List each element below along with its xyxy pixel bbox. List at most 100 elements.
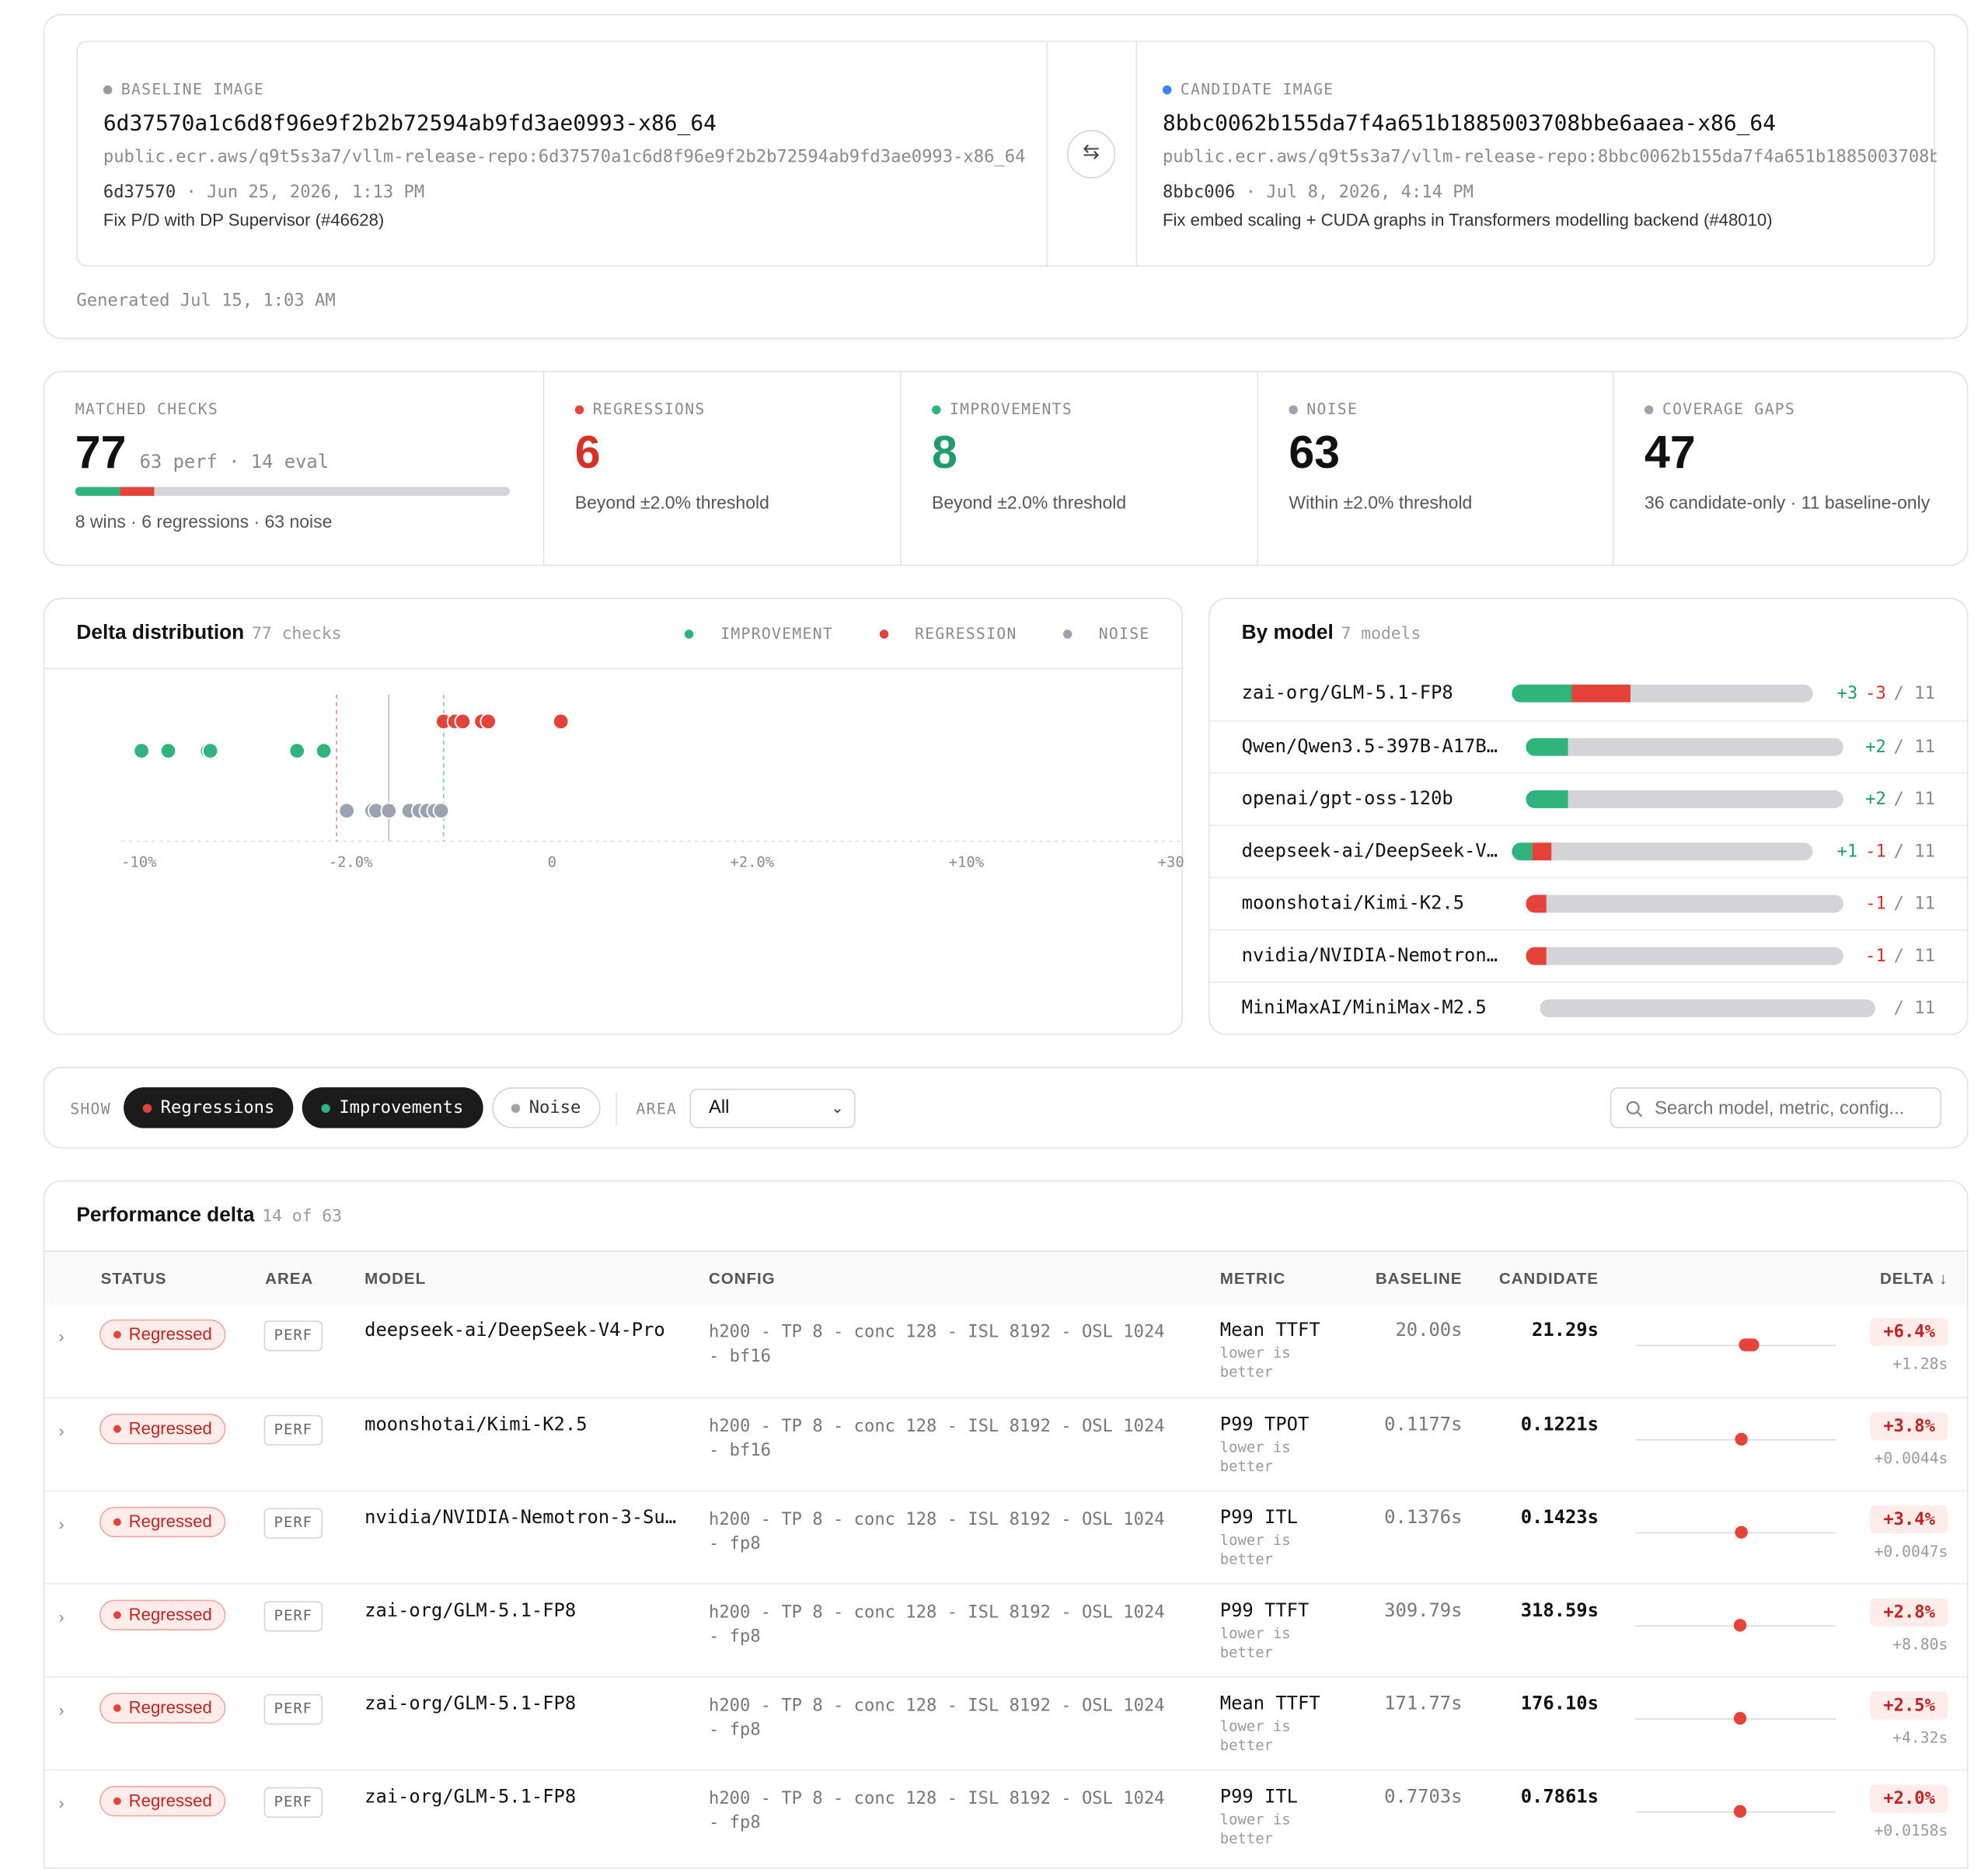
col-candidate[interactable]: CANDIDATE xyxy=(1498,1269,1599,1288)
delta-count: 77 checks xyxy=(252,624,342,644)
model-wins-count: +3 xyxy=(1836,683,1858,704)
search-box[interactable] xyxy=(1610,1087,1942,1128)
candidate-hash[interactable]: 8bbc0062b155da7f4a651b1885003708bbe6aaea… xyxy=(1162,110,1777,137)
progress-wins xyxy=(75,486,120,497)
row-metric: Mean TTFT lower is better xyxy=(1220,1694,1320,1756)
chevron-right-icon[interactable]: › xyxy=(58,1700,65,1720)
area-badge: PERF xyxy=(263,1414,323,1446)
model-counts: -1 / 11 xyxy=(1857,946,1935,966)
candidate-repo[interactable]: public.ecr.aws/q9t5s3a7/vllm-release-rep… xyxy=(1162,146,1937,167)
col-model[interactable]: MODEL xyxy=(364,1269,427,1288)
col-status[interactable]: STATUS xyxy=(100,1269,167,1288)
model-row[interactable]: zai-org/GLM-5.1-FP8 +3 -3 / 11 xyxy=(1210,668,1967,720)
row-delta-percent: +2.0% xyxy=(1870,1784,1948,1813)
baseline-short-sha[interactable]: 6d37570 xyxy=(103,182,176,203)
model-row[interactable]: deepseek-ai/DeepSeek-V4-Pro +1 -1 / 11 xyxy=(1209,825,1967,877)
row-config: h200 - TP 8 - conc 128 - ISL 8192 - OSL … xyxy=(709,1509,1165,1554)
model-total-count: / 11 xyxy=(1893,789,1935,810)
col-metric[interactable]: METRIC xyxy=(1219,1269,1286,1288)
baseline-repo[interactable]: public.ecr.aws/q9t5s3a7/vllm-release-rep… xyxy=(103,146,1026,167)
col-baseline[interactable]: BASELINE xyxy=(1375,1269,1463,1288)
delta-title: Delta distribution xyxy=(76,622,245,644)
row-model[interactable]: zai-org/GLM-5.1-FP8 xyxy=(364,1787,577,1808)
status-badge: Regressed xyxy=(99,1319,226,1351)
model-bar xyxy=(1526,947,1843,965)
filter-improvements[interactable]: Improvements xyxy=(302,1087,483,1128)
model-wins-count: +2 xyxy=(1865,737,1886,758)
row-delta-absolute: +0.0044s xyxy=(1874,1449,1948,1467)
row-candidate: 21.29s xyxy=(1531,1320,1599,1341)
candidate-label: CANDIDATE IMAGE xyxy=(1180,80,1334,99)
model-bar-regressions xyxy=(1526,947,1547,965)
row-model[interactable]: zai-org/GLM-5.1-FP8 xyxy=(364,1601,577,1622)
area-select[interactable]: All ⌄ xyxy=(689,1088,856,1128)
col-delta[interactable]: DELTA ↓ xyxy=(1879,1269,1948,1288)
table-row[interactable]: › Regressed PERF moonshotai/Kimi-K2.5 h200 -… xyxy=(44,1397,1967,1491)
row-model[interactable]: moonshotai/Kimi-K2.5 xyxy=(364,1414,588,1435)
table-row[interactable]: › Regressed PERF zai-org/GLM-5.1-FP8 h200 - … xyxy=(44,1769,1967,1863)
model-counts: +2 / 11 xyxy=(1857,789,1935,809)
row-candidate: 176.10s xyxy=(1520,1693,1599,1715)
table-row[interactable]: › Regressed PERF deepseek-ai/DeepSeek-V4-Pr… xyxy=(44,1304,1967,1397)
stat-noise: NOISE 63 Within ±2.0% threshold xyxy=(1257,371,1613,565)
chevron-right-icon[interactable]: › xyxy=(58,1327,65,1347)
stats-card: MATCHED CHECKS 77 63 perf · 14 eval 8 wi… xyxy=(43,371,1969,567)
image-comparison: BASELINE IMAGE 6d37570a1c6d8f96e9f2b2b72… xyxy=(76,40,1937,267)
chevron-right-icon[interactable]: › xyxy=(58,1607,65,1627)
model-bar xyxy=(1540,999,1875,1017)
model-wins-count: +1 xyxy=(1836,841,1858,862)
model-row[interactable]: nvidia/NVIDIA-Nemotron-3-Super -1 / 11 xyxy=(1209,929,1967,982)
row-metric-hint: lower is better xyxy=(1219,1343,1291,1381)
row-config: h200 - TP 8 - conc 128 - ISL 8192 - OSL … xyxy=(709,1695,1165,1741)
stat-regressions-sub: Beyond ±2.0% threshold xyxy=(574,492,769,513)
table-row[interactable]: › Regressed PERF nvidia/NVIDIA-Nemotron-3-S… xyxy=(44,1490,1967,1584)
row-model[interactable]: zai-org/GLM-5.1-FP8 xyxy=(364,1693,577,1715)
legend-regression[interactable]: REGRESSION xyxy=(861,625,1017,643)
model-bar-wins xyxy=(1512,684,1572,703)
filter-noise[interactable]: Noise xyxy=(492,1087,600,1128)
filter-regressions[interactable]: Regressions xyxy=(124,1087,294,1128)
scatter-point-regression xyxy=(454,713,472,731)
stat-gaps-sub: 36 candidate-only · 11 baseline-only xyxy=(1644,492,1930,513)
stat-matched-sub: 8 wins · 6 regressions · 63 noise xyxy=(75,511,333,532)
chevron-right-icon[interactable]: › xyxy=(58,1514,65,1534)
model-total-count: / 11 xyxy=(1893,683,1935,704)
row-model[interactable]: deepseek-ai/DeepSeek-V4-Pro xyxy=(364,1320,665,1341)
swap-divider xyxy=(1048,42,1138,266)
chevron-right-icon[interactable]: › xyxy=(58,1421,65,1441)
row-delta-absolute: +4.32s xyxy=(1892,1728,1948,1747)
model-total-count: / 11 xyxy=(1893,737,1935,758)
table-row[interactable]: › Regressed PERF zai-org/GLM-5.1-FP8 h200 - … xyxy=(44,1675,1967,1770)
status-badge: Regressed xyxy=(99,1414,226,1445)
model-row[interactable]: Qwen/Qwen3.5-397B-A17B-FP8 +2 / 11 xyxy=(1209,720,1967,772)
delta-distribution-card: Delta distribution 77 checks IMPROVEMENT … xyxy=(43,598,1184,1035)
swap-icon[interactable]: ⇆ xyxy=(1066,130,1116,179)
table-row[interactable]: › Regressed PERF zai-org/GLM-5.1-FP8 h200 - … xyxy=(44,1583,1967,1676)
row-delta-marker xyxy=(1735,1526,1749,1539)
legend-noise[interactable]: NOISE xyxy=(1045,625,1150,643)
row-metric: Mean TTFT lower is better xyxy=(1220,1320,1320,1382)
row-metric-hint: lower is better xyxy=(1219,1810,1291,1847)
row-config: h200 - TP 8 - conc 128 - ISL 8192 - OSL … xyxy=(709,1321,1165,1367)
legend-improvement[interactable]: IMPROVEMENT xyxy=(667,625,833,643)
model-row[interactable]: MiniMaxAI/MiniMax-M2.5 / 11 xyxy=(1209,982,1967,1034)
baseline-hash[interactable]: 6d37570a1c6d8f96e9f2b2b72594ab9fd3ae0993… xyxy=(103,110,717,137)
row-metric-hint: lower is better xyxy=(1219,1438,1291,1475)
row-metric-hint: lower is better xyxy=(1219,1623,1291,1662)
stat-gaps-label: COVERAGE GAPS xyxy=(1662,400,1796,419)
scatter-point-improvement xyxy=(201,742,219,759)
model-row[interactable]: moonshotai/Kimi-K2.5 -1 / 11 xyxy=(1209,877,1967,929)
candidate-short-sha[interactable]: 8bbc006 xyxy=(1162,182,1236,203)
model-bar-regressions xyxy=(1571,684,1631,703)
col-config[interactable]: CONFIG xyxy=(709,1269,776,1288)
row-delta-marker xyxy=(1733,1619,1746,1632)
chevron-right-icon[interactable]: › xyxy=(58,1793,65,1813)
search-input[interactable] xyxy=(1651,1093,1930,1125)
row-metric-name: Mean TTFT xyxy=(1219,1693,1320,1715)
col-area[interactable]: AREA xyxy=(265,1269,314,1288)
row-model[interactable]: nvidia/NVIDIA-Nemotron-3-Super xyxy=(364,1508,677,1529)
row-baseline: 0.1376s xyxy=(1384,1508,1463,1529)
model-regressions-count: -1 xyxy=(1865,893,1886,915)
stat-matched-detail: 63 perf · 14 eval xyxy=(139,452,330,473)
model-row[interactable]: openai/gpt-oss-120b +2 / 11 xyxy=(1209,772,1967,825)
